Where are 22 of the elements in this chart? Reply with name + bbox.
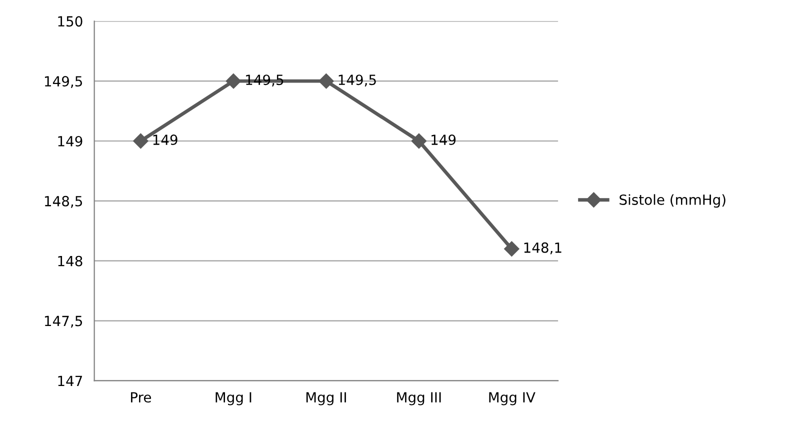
x-tick-label: Pre <box>131 392 151 403</box>
x-tick-label: Mgg I <box>216 392 252 406</box>
y-tick-label: 147,5 <box>44 316 82 328</box>
x-tick-label: Mgg IV <box>489 392 536 406</box>
y-tick-label: 147 <box>58 376 82 386</box>
x-tick-label: Mgg III <box>397 392 441 406</box>
x-tick-label: Mgg II <box>306 392 346 406</box>
y-tick-label: 149,5 <box>44 76 82 88</box>
point <box>504 241 520 256</box>
y-tick-label: 148 <box>58 256 82 266</box>
data-label: 149,5 <box>338 74 376 87</box>
data-label: 148,1 <box>524 242 562 254</box>
point <box>226 74 242 89</box>
y-tick-label: 148,5 <box>44 196 82 208</box>
point <box>133 133 148 149</box>
point <box>411 133 427 149</box>
legend-label: Sistole (mmHg) <box>620 194 726 208</box>
data-label: 149 <box>153 134 178 146</box>
data-label: 149 <box>432 134 456 146</box>
y-tick-label: 149 <box>58 136 82 146</box>
point <box>318 74 334 89</box>
y-tick-label: 150 <box>58 16 82 27</box>
